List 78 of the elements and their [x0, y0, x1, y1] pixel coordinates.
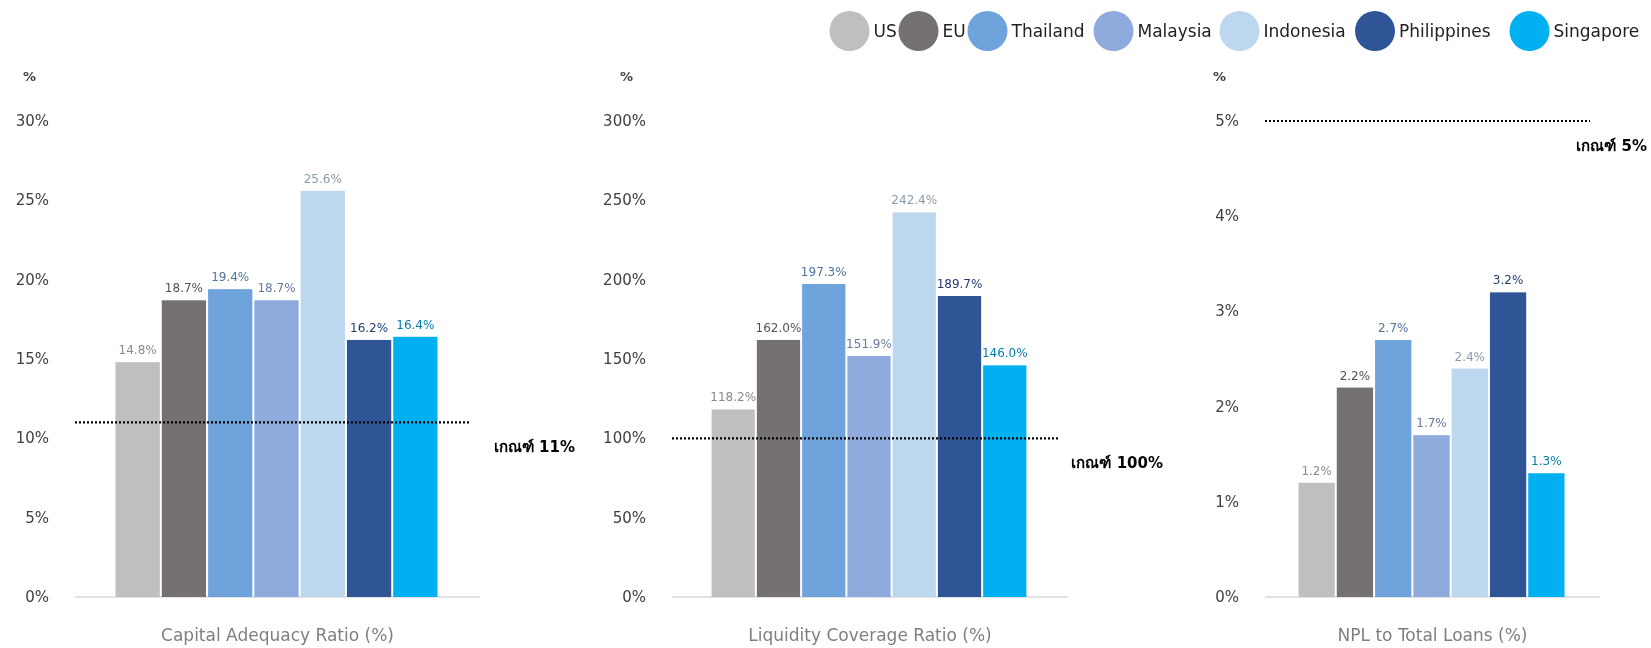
bar: [115, 362, 160, 597]
data-label: 16.4%: [396, 317, 435, 332]
data-label: 19.4%: [211, 270, 250, 285]
bar: [711, 409, 755, 597]
bar: [1489, 292, 1527, 597]
data-label: 3.2%: [1492, 273, 1524, 288]
y-tick-label: 100%: [603, 429, 646, 448]
bar: [161, 300, 207, 597]
bar: [1451, 368, 1488, 597]
ref-line-label: เกณฑ์ 100%: [1071, 454, 1163, 473]
legend-label: Singapore: [1553, 21, 1640, 41]
y-axis-title: %: [1213, 69, 1227, 84]
bar: [937, 296, 982, 597]
bar: [756, 339, 801, 597]
bar: [208, 289, 253, 597]
y-tick-label: 0%: [622, 588, 646, 606]
y-tick-label: 15%: [15, 350, 49, 368]
data-label: 18.7%: [164, 281, 203, 296]
bar: [892, 212, 936, 597]
data-label: 189.7%: [936, 277, 983, 292]
y-tick-label: 250%: [603, 191, 646, 210]
y-axis-title: %: [620, 69, 634, 84]
x-axis-title: Liquidity Coverage Ratio (%): [748, 625, 992, 645]
y-tick-label: 5%: [25, 508, 49, 527]
y-tick-label: 1%: [1215, 492, 1239, 511]
legend-label: Thailand: [1010, 21, 1085, 41]
data-label: 197.3%: [800, 264, 847, 279]
legend-label: Indonesia: [1263, 21, 1346, 41]
y-tick-label: 300%: [603, 112, 646, 130]
y-tick-label: 25%: [15, 191, 49, 210]
legend-label: Malaysia: [1137, 21, 1212, 41]
y-tick-label: 5%: [1215, 112, 1239, 130]
y-tick-label: 0%: [1215, 588, 1239, 606]
ref-line-label: เกณฑ์ 5%: [1576, 137, 1647, 155]
bar: [346, 339, 392, 597]
bar: [1528, 473, 1565, 597]
data-label: 146.0%: [981, 346, 1028, 361]
bar: [300, 190, 345, 597]
bar: [847, 355, 891, 597]
ref-line-label: เกณฑ์ 11%: [493, 438, 575, 457]
x-axis-title: NPL to Total Loans (%): [1337, 625, 1528, 645]
data-label: 14.8%: [118, 343, 157, 358]
bar: [1336, 387, 1374, 597]
bar: [802, 283, 846, 597]
bar: [393, 336, 438, 597]
bar: [1413, 435, 1450, 597]
data-label: 242.4%: [891, 193, 938, 208]
data-label: 25.6%: [303, 171, 342, 186]
y-tick-label: 30%: [15, 112, 49, 130]
y-tick-label: 4%: [1215, 207, 1239, 226]
data-label: 118.2%: [710, 390, 757, 405]
bar: [983, 365, 1027, 597]
data-label: 151.9%: [846, 336, 892, 351]
data-label: 2.4%: [1454, 349, 1486, 364]
data-label: 2.7%: [1377, 320, 1409, 335]
bar: [1375, 339, 1412, 597]
y-tick-label: 10%: [15, 429, 49, 448]
y-tick-label: 2%: [1215, 397, 1239, 416]
y-tick-label: 20%: [15, 270, 49, 289]
data-label: 1.3%: [1531, 454, 1562, 469]
legend-label: US: [873, 21, 897, 41]
y-tick-label: 3%: [1215, 302, 1239, 321]
y-tick-label: 150%: [603, 350, 646, 368]
data-label: 16.2%: [350, 320, 389, 335]
y-tick-label: 0%: [25, 588, 49, 606]
legend-label: Philippines: [1399, 21, 1491, 41]
x-axis-title: Capital Adequacy Ratio (%): [161, 625, 394, 645]
data-label: 1.7%: [1416, 416, 1447, 431]
data-label: 1.2%: [1301, 463, 1332, 478]
legend-label: EU: [942, 21, 966, 41]
data-label: 2.2%: [1339, 368, 1371, 383]
bar: [1298, 482, 1335, 597]
data-label: 162.0%: [755, 320, 802, 335]
bar: [254, 300, 299, 597]
data-label: 18.7%: [257, 281, 296, 296]
y-tick-label: 200%: [603, 270, 646, 289]
y-tick-label: 50%: [612, 508, 646, 527]
y-axis-title: %: [23, 69, 37, 84]
